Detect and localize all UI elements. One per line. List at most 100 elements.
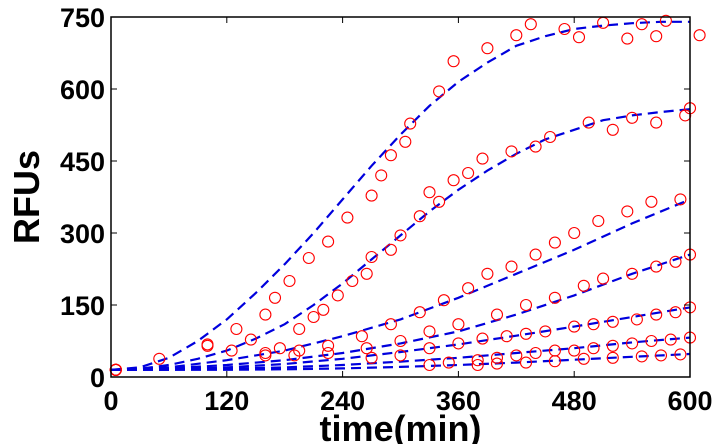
x-tick-label: 0 (103, 386, 118, 416)
data-point (471, 358, 484, 372)
data-point (505, 260, 518, 273)
data-point (524, 18, 537, 31)
data-point (650, 116, 663, 129)
y-axis-label: RFUs (6, 150, 47, 244)
data-point (476, 332, 489, 345)
y-tick-label: 300 (60, 219, 105, 249)
data-point (413, 306, 426, 319)
x-tick-label: 600 (667, 386, 712, 416)
data-point (606, 123, 619, 136)
data-point (490, 308, 504, 321)
data-point (645, 195, 658, 208)
data-point (322, 339, 335, 352)
data-point (626, 337, 639, 350)
data-point (592, 214, 605, 228)
data-point (529, 140, 542, 153)
data-point (307, 310, 320, 324)
data-point (302, 251, 315, 265)
data-point (587, 318, 600, 331)
data-point (577, 279, 590, 292)
data-point (635, 18, 648, 31)
data-point (447, 55, 460, 68)
data-point (283, 274, 296, 288)
y-tick-label: 750 (60, 3, 105, 33)
data-point (153, 352, 166, 365)
data-point (322, 346, 335, 360)
fit-line-3 (110, 198, 691, 371)
data-point (423, 358, 436, 372)
data-point (384, 149, 397, 162)
data-point (650, 308, 663, 321)
data-point (519, 356, 533, 369)
data-point (462, 166, 475, 180)
data-point (481, 267, 494, 280)
data-point (341, 211, 354, 224)
data-point (510, 349, 523, 362)
x-axis-label: time(min) (320, 408, 482, 444)
data-point (674, 348, 687, 361)
data-point (481, 42, 494, 55)
data-point (317, 303, 330, 316)
data-point (394, 229, 407, 242)
data-point (423, 342, 436, 355)
x-tick-label: 240 (320, 386, 365, 416)
data-point (360, 342, 373, 355)
plot-frame (110, 16, 691, 378)
data-point (597, 16, 610, 29)
data-point (669, 306, 682, 319)
data-point (442, 356, 455, 369)
data-point (529, 248, 542, 261)
data-point (630, 313, 643, 326)
data-point (273, 342, 286, 355)
data-point (606, 339, 619, 352)
fit-lines-layer (110, 20, 691, 371)
fit-line-7 (111, 352, 691, 371)
data-point (259, 346, 272, 360)
data-point (577, 352, 590, 365)
fit-line-1 (110, 20, 690, 371)
data-point (365, 189, 378, 202)
data-point (346, 274, 359, 288)
data-point (519, 327, 533, 340)
data-point (365, 250, 378, 264)
data-point (462, 282, 475, 295)
data-point (360, 267, 373, 280)
tick-layer: 0 120 240 360 480 600 0 150 300 450 600 750 (60, 3, 713, 416)
data-point (225, 344, 238, 357)
data-point (413, 210, 426, 223)
y-tick-label: 0 (90, 363, 105, 393)
data-point (568, 320, 581, 333)
data-point (674, 193, 687, 206)
data-point (423, 186, 436, 199)
data-point (510, 29, 523, 42)
data-point (519, 298, 533, 312)
data-point (635, 350, 648, 363)
data-point (476, 152, 489, 165)
data-point (355, 330, 368, 343)
data-point (650, 260, 663, 273)
data-point (572, 31, 586, 44)
x-tick-label: 120 (204, 386, 249, 416)
data-point (568, 344, 581, 357)
data-point (529, 346, 542, 360)
data-point (471, 354, 484, 367)
data-point (259, 308, 272, 321)
data-point (288, 349, 301, 362)
data-point (230, 322, 243, 336)
y-tick-label: 150 (60, 291, 105, 321)
data-point (654, 349, 668, 362)
y-tick-label: 600 (60, 75, 105, 105)
data-point (365, 351, 378, 364)
data-point (375, 169, 388, 182)
data-point (437, 294, 450, 307)
data-point (384, 318, 397, 331)
data-point (244, 333, 257, 346)
data-point (587, 342, 600, 355)
data-point (268, 291, 282, 304)
fit-line-2 (110, 108, 691, 371)
y-tick-label: 450 (60, 147, 105, 177)
data-points-layer (109, 14, 706, 376)
data-point (293, 322, 306, 336)
data-point (322, 235, 335, 248)
